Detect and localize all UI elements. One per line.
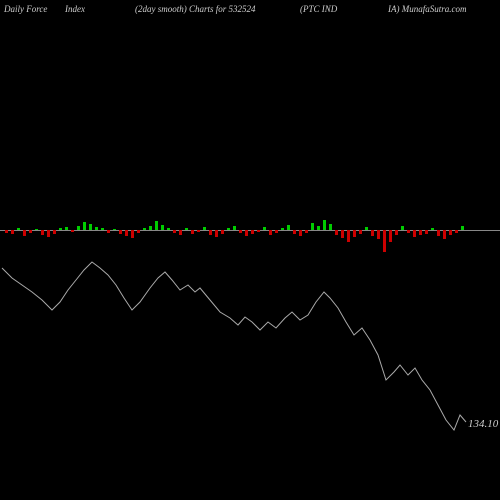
bar (83, 222, 86, 230)
title-smooth: (2day smooth) Charts for 532524 (135, 4, 256, 14)
price-line (0, 230, 500, 480)
title-left: Daily Force (4, 4, 47, 14)
bar (155, 221, 158, 230)
title-symbol: (PTC IND (300, 4, 337, 14)
chart-area (0, 230, 500, 430)
bar (323, 220, 326, 230)
price-label: 134.10 (468, 418, 498, 430)
bar (311, 223, 314, 230)
title-source: IA) MunafaSutra.com (388, 4, 467, 14)
chart-header: Daily Force Index (2day smooth) Charts f… (0, 4, 500, 20)
title-index: Index (65, 4, 85, 14)
